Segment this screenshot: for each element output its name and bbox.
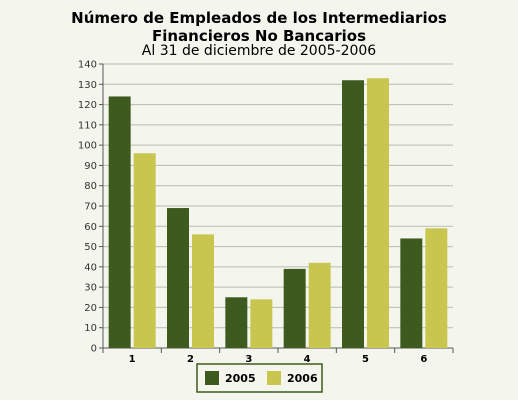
y-tick-label: 70 [84, 202, 97, 213]
chart-title-line-1: Número de Empleados de los Intermediario… [71, 9, 447, 27]
chart-title-line-2: Financieros No Bancarios [151, 27, 367, 45]
legend-label-2006: 2006 [287, 372, 318, 385]
bar-2005-3 [225, 297, 248, 348]
y-tick-label: 20 [84, 303, 97, 314]
y-tick-label: 100 [78, 141, 97, 152]
bar-2005-6 [400, 238, 423, 348]
x-tick-label: 4 [304, 354, 311, 365]
bar-2006-4 [308, 262, 331, 348]
bar-2006-3 [250, 299, 273, 348]
y-tick-label: 10 [84, 323, 97, 334]
bar-2006-5 [367, 78, 389, 348]
bar-2005-4 [283, 268, 306, 348]
bar-2005-1 [108, 96, 131, 348]
y-tick-label: 110 [78, 120, 97, 131]
y-tick-label: 90 [84, 161, 97, 172]
legend-box [196, 363, 323, 393]
x-tick-label: 1 [129, 354, 136, 365]
y-tick-label: 30 [84, 283, 97, 294]
y-tick-label: 80 [84, 181, 97, 192]
y-tick-label: 0 [91, 344, 97, 355]
legend-swatch-2005 [205, 371, 219, 385]
y-tick-label: 40 [84, 262, 97, 273]
x-tick-label: 5 [362, 354, 369, 365]
bar-2006-2 [192, 234, 214, 348]
bar-2006-6 [425, 228, 448, 348]
chart-subtitle: Al 31 de diciembre de 2005-2006 [141, 43, 377, 59]
legend-swatch-2006 [267, 371, 281, 385]
y-tick-label: 140 [78, 60, 97, 71]
x-tick-label: 3 [245, 354, 252, 365]
y-tick-label: 120 [78, 100, 97, 111]
y-tick-label: 60 [84, 222, 97, 233]
bar-2005-5 [342, 80, 364, 348]
legend-label-2005: 2005 [225, 372, 256, 385]
y-tick-label: 50 [84, 242, 97, 253]
x-tick-label: 2 [187, 354, 194, 365]
y-tick-label: 130 [78, 80, 97, 91]
bar-2005-2 [167, 208, 189, 348]
bar-2006-1 [133, 153, 156, 348]
x-tick-label: 6 [420, 354, 427, 365]
